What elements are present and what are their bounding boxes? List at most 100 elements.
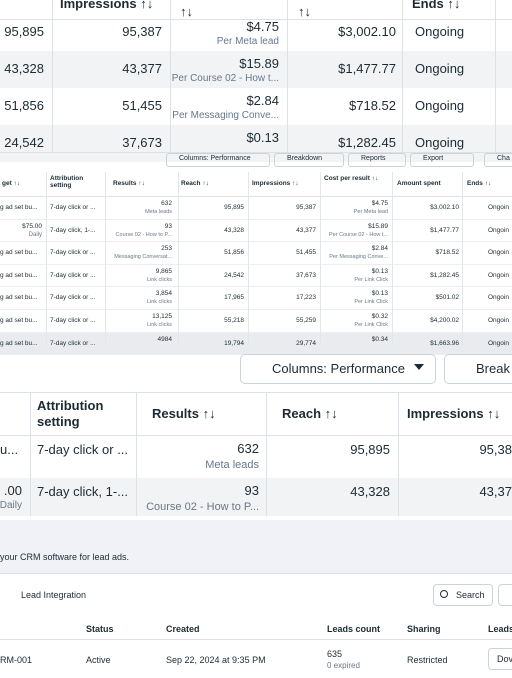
column-header: Results ↑↓ [113, 180, 145, 187]
cell: Ongoing [415, 135, 465, 150]
cell: 635 [327, 649, 343, 659]
cell: Ongoin [488, 339, 509, 347]
column-header: Sharing [407, 624, 441, 634]
cell: g ad set bu... [0, 339, 38, 347]
column-divider [170, 0, 171, 152]
cell-sub: Per Meta lead [216, 36, 279, 47]
column-header: ↑↓ [298, 4, 311, 19]
cell-sub: Per Course 02 - How t... [329, 231, 388, 238]
cell: g ad set bu... [0, 271, 38, 279]
cell: 13,125 [152, 313, 172, 320]
cell: $2.84 [246, 93, 279, 108]
cell: $15.89 [368, 222, 388, 230]
column-header: Impressions ↑↓ [252, 180, 299, 187]
column-header: Impressions ↑↓ [407, 406, 501, 421]
column-divider [495, 0, 496, 152]
banner [0, 520, 512, 573]
column-header: Status [86, 624, 114, 634]
header-row [0, 172, 512, 197]
search-label[interactable]: Search [456, 590, 485, 600]
toolbar-button[interactable] [348, 153, 406, 167]
toolbar-label: Cha [497, 155, 510, 162]
toolbar-button[interactable] [444, 354, 512, 384]
cell: .00 [3, 483, 22, 498]
cell: Ongoin [488, 249, 509, 257]
cell: Ongoin [488, 271, 509, 279]
menu-button[interactable] [498, 584, 512, 606]
cell: 29,774 [296, 339, 316, 347]
cell: $2.84 [371, 245, 388, 253]
cell: g ad set bu... [0, 294, 38, 302]
cell: g ad set bu... [0, 204, 38, 211]
toolbar-button[interactable] [166, 153, 270, 167]
cell: $4.75 [246, 19, 279, 34]
cell: Active [86, 655, 111, 665]
cell-sub: Link clicks [146, 322, 172, 328]
banner-text: your CRM software for lead ads. [0, 552, 130, 562]
cell-sub: Meta leads [145, 209, 172, 215]
table-panel [0, 152, 512, 346]
cell-sub: Meta leads [205, 459, 259, 471]
column-divider [248, 172, 249, 346]
column-divider [30, 392, 31, 516]
cell: Ongoing [415, 24, 465, 39]
card [0, 573, 512, 678]
download-button[interactable] [488, 648, 512, 670]
toolbar-button[interactable] [240, 354, 436, 384]
cell: 55,259 [296, 317, 316, 324]
cell: Restricted [407, 655, 448, 665]
cell: 632 [237, 441, 259, 456]
toolbar-label: Breakdown [287, 155, 323, 162]
tab-label: Lead Integration [21, 590, 87, 600]
cell-sub: Per Link Click [354, 299, 388, 306]
cell: $718.52 [435, 249, 460, 257]
toolbar-button[interactable] [484, 153, 512, 167]
cell: 4984 [157, 335, 172, 343]
cell: $0.34 [371, 335, 388, 343]
cell: 43,328 [4, 61, 44, 76]
download-label[interactable]: Dov [497, 654, 512, 664]
cell: g ad set bu... [0, 249, 38, 257]
column-divider [52, 0, 53, 152]
cell-sub: Per Link Click [354, 322, 388, 328]
column-header: get ↑↓ [2, 180, 21, 187]
cell: 55,218 [224, 317, 244, 324]
cell: $501.02 [435, 294, 460, 302]
cell: 43,377 [296, 226, 316, 234]
cell: $75.00 [22, 222, 42, 230]
toolbar-label: Break [476, 361, 510, 376]
column-divider [402, 0, 403, 152]
cell: 17,223 [296, 294, 316, 302]
column-header: Ends ↑↓ [467, 180, 492, 187]
toolbar-button[interactable] [410, 153, 474, 167]
cell: 95,387 [296, 204, 316, 211]
cell: 7-day click or ... [50, 249, 96, 257]
cell-sub: Course 02 - How to P... [146, 501, 259, 513]
cell: 37,673 [296, 271, 316, 279]
column-header: Attribution setting [50, 175, 84, 189]
cell: 93 [244, 483, 259, 498]
column-header: Results ↑↓ [152, 406, 216, 421]
cell: RM-001 [0, 655, 33, 665]
cell: $15.89 [239, 56, 279, 71]
column-header: Attribution setting [37, 398, 104, 429]
column-header: Leads count [327, 624, 381, 634]
cell: 95,895 [4, 24, 44, 39]
cell: g ad set bu... [0, 317, 38, 324]
cell: 7-day click, 1-... [50, 226, 96, 234]
column-divider [136, 392, 137, 516]
toolbar-button[interactable] [274, 153, 344, 167]
cell: 19,794 [224, 339, 244, 347]
column-divider [287, 0, 288, 152]
cell: 95,895 [350, 442, 390, 457]
cell: 43,328 [224, 226, 244, 234]
cell: Ongoing [415, 98, 465, 113]
search-button[interactable] [433, 584, 493, 606]
cell: 51,856 [224, 249, 244, 257]
cell: 43,328 [350, 484, 390, 499]
header-row [0, 0, 512, 20]
cell: 7-day click or ... [50, 204, 96, 211]
cell: $4.75 [371, 200, 388, 207]
cell: 95,895 [224, 204, 244, 211]
